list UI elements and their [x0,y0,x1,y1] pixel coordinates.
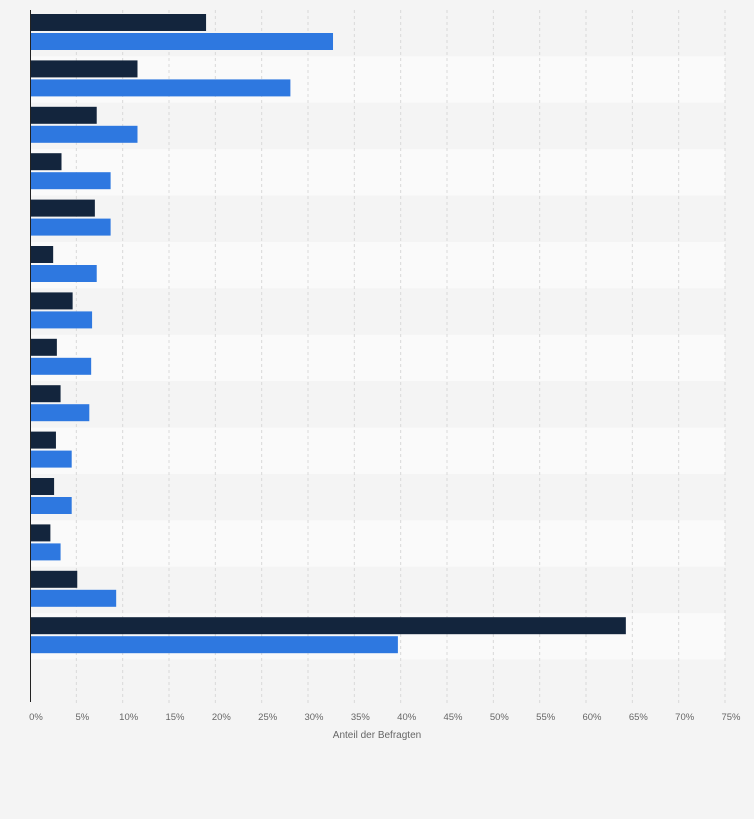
row-band [30,195,725,242]
row-band [30,659,725,706]
bar-series-1 [30,338,57,356]
bar-series-1 [30,478,55,495]
row-band [30,474,725,521]
x-tick-label: 60% [582,712,602,723]
bar-series-2 [30,33,334,50]
bar-series-1 [30,153,62,171]
x-tick-label: 25% [258,712,278,723]
x-tick-label: 65% [629,712,649,723]
bar-series-1 [30,14,207,31]
x-tick-label: 5% [75,712,89,723]
bar-series-1 [30,524,51,542]
row-band [30,427,725,474]
x-tick-label: 70% [675,712,695,723]
bars [30,14,626,681]
row-band [30,102,725,150]
row-band [30,242,725,289]
x-tick-label: 20% [212,712,232,723]
x-tick-label: 15% [165,712,185,723]
bar-series-2 [30,497,72,514]
row-band [30,288,725,335]
x-tick-label: 10% [119,712,139,723]
bar-series-2 [30,79,291,97]
bar-series-1 [30,199,95,217]
bar-series-1 [30,617,626,635]
row-bands [30,10,725,706]
bar-series-2 [30,404,90,422]
x-tick-label: 45% [443,712,463,723]
bar-series-2 [30,218,111,236]
bar-series-1 [30,570,78,588]
bar-series-1 [30,106,97,124]
bar-series-1 [30,431,56,449]
x-tick-label: 0% [29,712,43,723]
bar-series-2 [30,125,138,143]
bar-series-1 [30,246,54,263]
bar-series-2 [30,543,61,561]
row-band [30,566,725,614]
bar-series-2 [30,357,92,375]
x-tick-label: 50% [490,712,510,723]
bar-series-1 [30,385,61,403]
bar-series-2 [30,311,93,329]
row-band [30,381,725,428]
x-tick-label: 40% [397,712,417,723]
x-tick-label: 30% [304,712,324,723]
bar-series-2 [30,589,117,607]
bar-series-1 [30,292,73,310]
x-tick-label: 55% [536,712,556,723]
bar-series-2 [30,172,111,190]
row-band [30,149,725,196]
x-tick-label: 35% [351,712,371,723]
row-band [30,520,725,567]
x-axis-title: Anteil der Befragten [333,730,421,741]
x-tick-label: 75% [721,712,741,723]
bar-series-1 [30,60,138,78]
bar-series-2 [30,636,398,654]
bar-series-2 [30,450,72,468]
row-band [30,334,725,382]
bar-series-2 [30,265,97,282]
x-axis-tick-labels: 0% 5% 10% 15% 20% 25% 30% 35% 40% 45% 50% 55% 60% 65%… [29,712,741,723]
